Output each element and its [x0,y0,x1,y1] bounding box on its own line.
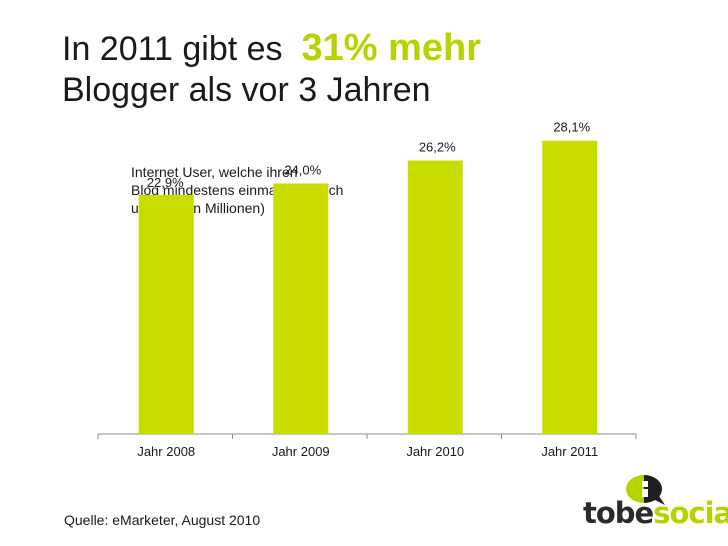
x-tick-label-3: Jahr 2010 [406,444,464,459]
bar-4 [542,140,598,435]
data-label-4: 28,1% [553,120,590,135]
bar-1 [138,194,194,434]
speech-bubble-icon [626,475,665,505]
page-title: In 2011 gibt es 31% mehr Blogger als vor … [62,28,481,111]
data-label-2: 24,0% [284,163,321,178]
data-label-1: 22,9% [147,175,184,190]
logo-wordmark: tobesocial [583,496,728,530]
logo-part1: tobe [583,496,654,530]
tobesocial-logo: tobesocial [583,474,728,532]
bar-3 [407,160,463,434]
title-part2: Blogger als vor 3 Jahren [62,71,431,109]
title-highlight: 31% mehr [301,27,481,69]
data-label-3: 26,2% [419,140,456,155]
source-note: Quelle: eMarketer, August 2010 [64,512,261,528]
x-tick-label-4: Jahr 2011 [541,444,598,459]
bar-2 [273,183,329,434]
title-part1: In 2011 gibt es [62,30,283,68]
x-tick-label-1: Jahr 2008 [137,444,195,459]
logo-part2: social [653,496,728,530]
x-tick-label-2: Jahr 2009 [272,444,330,459]
